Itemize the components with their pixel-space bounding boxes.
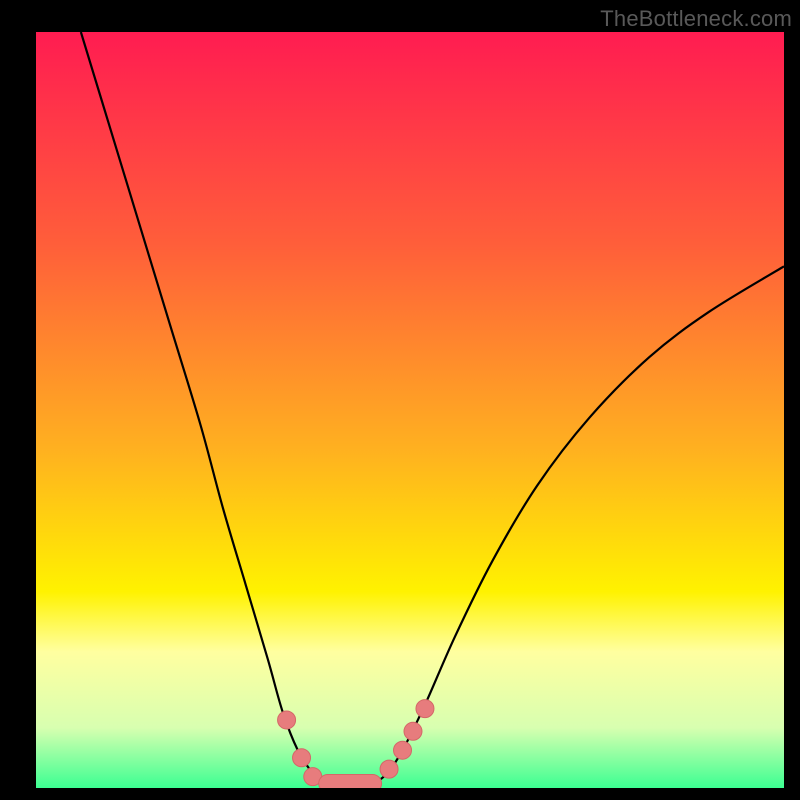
marker-dot	[404, 722, 422, 740]
chart-svg	[0, 0, 800, 800]
bottleneck-curve	[81, 32, 784, 788]
chart-container: TheBottleneck.com	[0, 0, 800, 800]
marker-dot	[416, 700, 434, 718]
marker-dot	[293, 749, 311, 767]
marker-dot	[278, 711, 296, 729]
marker-pill	[319, 774, 382, 792]
marker-dot	[380, 760, 398, 778]
marker-dot	[394, 741, 412, 759]
